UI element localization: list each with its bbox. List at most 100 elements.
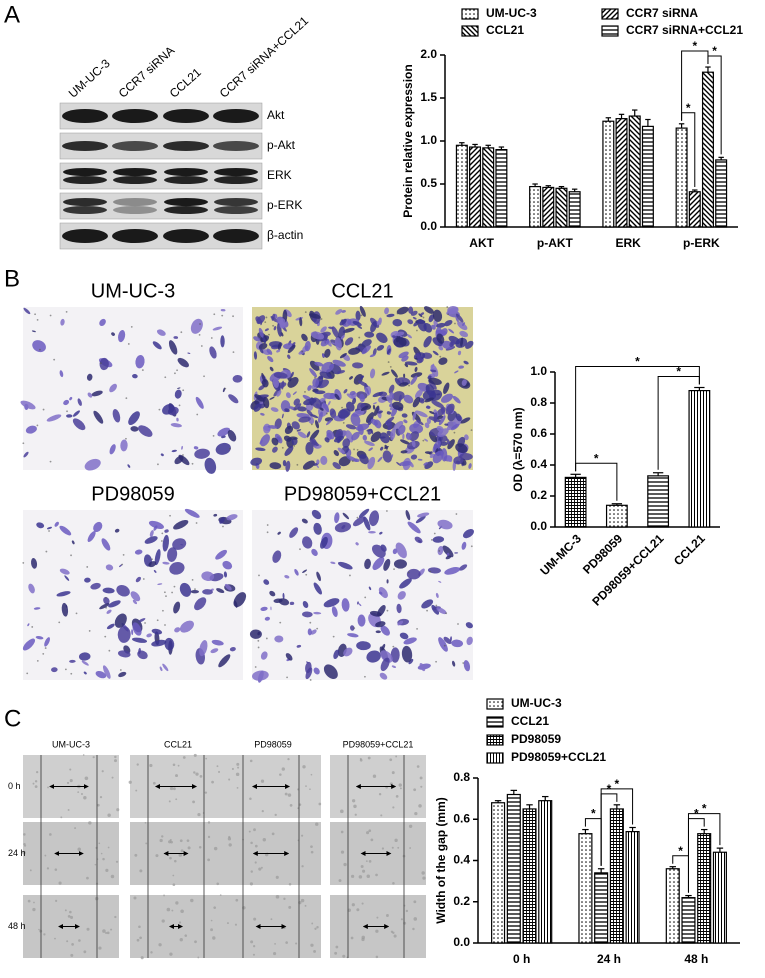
cell — [109, 444, 116, 455]
pore — [455, 513, 458, 515]
cell — [379, 531, 383, 535]
cell — [162, 534, 169, 552]
cell — [366, 428, 372, 432]
bar — [495, 149, 508, 228]
blot-band — [213, 229, 259, 243]
cell — [322, 402, 330, 413]
cell — [455, 313, 464, 323]
cell — [151, 628, 163, 635]
bar — [522, 808, 537, 944]
cell-speck — [195, 772, 199, 776]
cell — [314, 361, 324, 367]
cell — [363, 516, 371, 531]
cell-speck — [69, 910, 72, 914]
cell-speck — [338, 879, 342, 883]
cell — [351, 431, 360, 441]
cell — [412, 316, 417, 320]
pore — [144, 622, 146, 624]
cell — [358, 603, 362, 607]
cell-speck — [314, 927, 317, 930]
cell — [461, 541, 467, 550]
cell-speck — [400, 918, 403, 921]
cell-speck — [84, 776, 89, 781]
legend-swatch — [461, 25, 479, 37]
pore — [272, 324, 275, 327]
cell — [226, 514, 238, 521]
pore — [130, 325, 133, 328]
cell — [173, 601, 181, 614]
cell-speck — [218, 770, 221, 773]
panel-label: C — [4, 705, 21, 732]
cell — [432, 450, 444, 464]
pore — [392, 645, 395, 648]
cell — [376, 332, 388, 343]
cell-speck — [172, 883, 176, 887]
pore — [294, 408, 297, 410]
cell — [352, 516, 366, 527]
cell — [382, 450, 393, 463]
cell — [120, 439, 128, 452]
cell-speck — [67, 808, 70, 811]
cell-speck — [350, 936, 354, 940]
cell-speck — [180, 909, 184, 914]
cell — [460, 417, 471, 424]
cell-speck — [92, 756, 95, 759]
y-axis-label: Width of the gap (mm) — [434, 797, 448, 924]
cell — [457, 350, 462, 356]
cell — [285, 653, 293, 661]
cell — [313, 667, 320, 675]
blot-band — [113, 168, 157, 176]
cell-speck — [207, 835, 211, 839]
cell-speck — [86, 876, 89, 880]
blot-band — [164, 176, 208, 184]
cell — [127, 464, 131, 468]
cell — [301, 611, 313, 618]
cell — [111, 332, 115, 336]
cell — [116, 585, 130, 597]
pore — [447, 313, 450, 316]
cell — [424, 451, 432, 454]
cell — [102, 587, 115, 594]
cell-speck — [389, 758, 393, 762]
panel-label: A — [4, 1, 20, 28]
bar — [455, 144, 468, 228]
cell-speck — [395, 755, 398, 758]
pore — [470, 545, 473, 548]
cell — [447, 439, 455, 450]
cell — [416, 352, 423, 363]
pore — [330, 362, 333, 365]
cell — [360, 375, 365, 379]
cell — [216, 588, 225, 594]
cell — [375, 630, 381, 634]
cell — [164, 529, 169, 533]
cell — [222, 560, 233, 570]
cell — [397, 620, 404, 626]
pore — [353, 448, 355, 451]
bar — [688, 390, 711, 528]
cell — [378, 317, 382, 326]
cell — [408, 306, 414, 314]
pore — [121, 563, 124, 566]
blot-band — [63, 198, 107, 206]
pore — [264, 321, 267, 324]
cell-speck — [80, 792, 83, 795]
cell — [367, 456, 376, 470]
blot-band — [113, 198, 157, 206]
cell-speck — [360, 864, 364, 868]
cell-speck — [192, 800, 195, 804]
blot-band — [112, 109, 158, 123]
cell — [410, 454, 418, 460]
bar — [615, 118, 628, 228]
pore — [22, 562, 25, 564]
cell-speck — [302, 765, 306, 769]
y-tick-label: 0.2 — [453, 894, 470, 908]
cell — [22, 638, 36, 651]
cell — [276, 390, 282, 397]
y-tick-label: 0.8 — [453, 770, 470, 784]
cell — [435, 448, 439, 453]
cell — [352, 362, 364, 369]
significance-label: * — [686, 101, 691, 115]
cell — [156, 329, 166, 336]
cell — [347, 633, 359, 638]
cell — [173, 336, 179, 339]
